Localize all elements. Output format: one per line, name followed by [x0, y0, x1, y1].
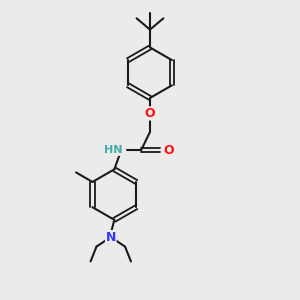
Text: N: N: [106, 231, 116, 244]
Text: HN: HN: [104, 145, 123, 155]
Text: O: O: [145, 107, 155, 120]
Text: O: O: [164, 144, 174, 157]
